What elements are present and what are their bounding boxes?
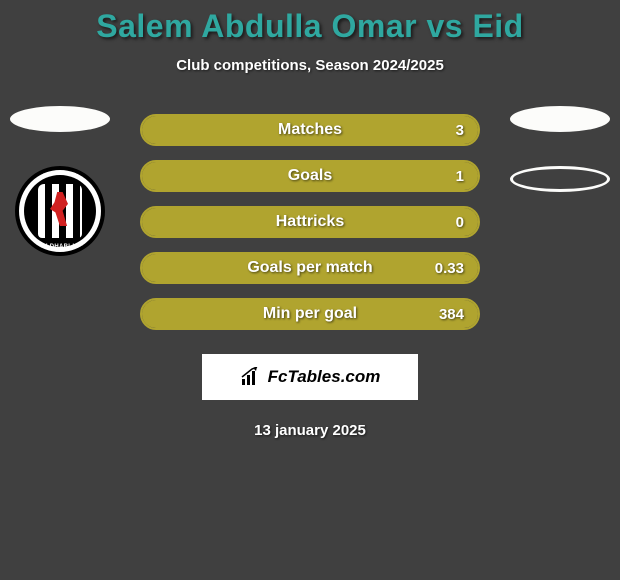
stat-bar-value: 0.33 bbox=[435, 260, 464, 277]
stat-bar-label: Goals bbox=[288, 167, 332, 185]
page-title: Salem Abdulla Omar vs Eid bbox=[0, 8, 620, 45]
stat-bar: Min per goal 384 bbox=[140, 298, 480, 330]
stat-bar-value: 1 bbox=[456, 168, 464, 185]
chart-icon bbox=[240, 367, 264, 387]
stats-area: AL-JAZIRA CLUB ABU DHABI-UAE Matches 3 Goa… bbox=[0, 114, 620, 330]
stat-bar: Goals per match 0.33 bbox=[140, 252, 480, 284]
player-oval-left bbox=[10, 106, 110, 132]
stat-bars: Matches 3 Goals 1 Hattricks 0 Goals per match 0… bbox=[140, 114, 480, 330]
branding-label: FcTables.com bbox=[268, 367, 381, 387]
stat-bar: Matches 3 bbox=[140, 114, 480, 146]
stat-bar-value: 384 bbox=[439, 306, 464, 323]
stat-bar-label: Goals per match bbox=[247, 259, 372, 277]
badge-inner bbox=[24, 175, 96, 247]
stat-bar: Goals 1 bbox=[140, 160, 480, 192]
badge-stripes bbox=[38, 184, 82, 238]
branding-box: FcTables.com bbox=[202, 354, 418, 400]
stat-bar-label: Hattricks bbox=[276, 213, 344, 231]
stat-bar-label: Min per goal bbox=[263, 305, 357, 323]
badge-text-bottom: ABU DHABI-UAE bbox=[34, 244, 86, 250]
footer-date: 13 january 2025 bbox=[0, 422, 620, 439]
player-oval-right-1 bbox=[510, 106, 610, 132]
stat-bar-value: 0 bbox=[456, 214, 464, 231]
stat-bar: Hattricks 0 bbox=[140, 206, 480, 238]
stat-bar-value: 3 bbox=[456, 122, 464, 139]
player-oval-right-2 bbox=[510, 166, 610, 192]
right-player-column bbox=[510, 106, 610, 192]
page-subtitle: Club competitions, Season 2024/2025 bbox=[0, 57, 620, 74]
left-player-column: AL-JAZIRA CLUB ABU DHABI-UAE bbox=[10, 106, 110, 256]
stat-bar-label: Matches bbox=[278, 121, 342, 139]
card-root: Salem Abdulla Omar vs Eid Club competiti… bbox=[0, 0, 620, 439]
club-badge-al-jazira: AL-JAZIRA CLUB ABU DHABI-UAE bbox=[15, 166, 105, 256]
